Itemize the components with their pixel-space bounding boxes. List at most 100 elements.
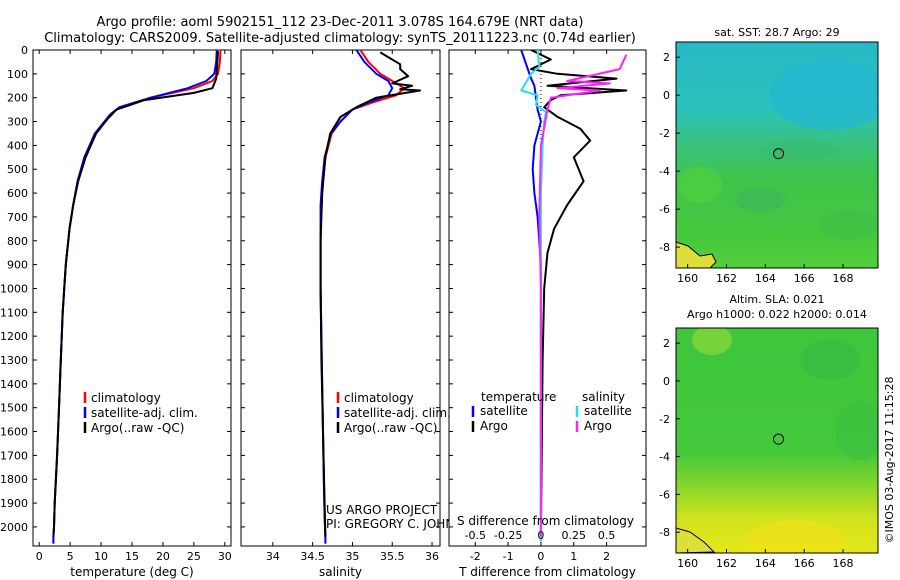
- x-tick-label-top: -0.25: [494, 529, 522, 542]
- y-tick-label: 0: [21, 44, 28, 57]
- map-x-tick-label: 168: [833, 272, 854, 285]
- sla-patch: [835, 400, 878, 460]
- x-tick-label: 25: [187, 550, 201, 563]
- legend-header: temperature: [481, 390, 556, 404]
- x-tick-label: 10: [94, 550, 108, 563]
- map-y-tick-label: -2: [659, 127, 670, 140]
- map-x-tick-label: 166: [794, 272, 815, 285]
- x-tick-label: 36: [425, 550, 439, 563]
- x-tick-label: -1: [503, 550, 514, 563]
- sla-map-title: Altim. SLA: 0.021: [729, 293, 824, 306]
- y-tick-label: 800: [7, 235, 28, 248]
- x-tick-label: 35: [345, 550, 359, 563]
- float-position-marker: [773, 433, 785, 445]
- map-x-tick-label: 168: [833, 557, 854, 570]
- series-group: [52, 50, 222, 544]
- y-tick-label: 500: [7, 163, 28, 176]
- plot-frame: [448, 49, 647, 547]
- sst-coast-land: [676, 241, 717, 268]
- salinity-panel: 34 34.5 35 35.5 36 salinity climatologysatelli…: [240, 49, 480, 579]
- legend-header: salinity: [582, 390, 625, 404]
- title-line-2: Climatology: CARS2009. Satellite-adjuste…: [44, 31, 636, 46]
- x-axis-label: T difference from climatology: [458, 565, 636, 579]
- y-tick-label: 1500: [0, 402, 28, 415]
- legend-label: satellite-adj. clim.: [344, 406, 451, 420]
- y-tick-label: 1600: [0, 426, 28, 439]
- sst-map-frame: [675, 41, 879, 269]
- x-tick-label: 0: [36, 550, 43, 563]
- title-line-1: Argo profile: aoml 5902151_112 23-Dec-20…: [97, 15, 584, 30]
- sst-patch: [678, 167, 722, 203]
- x-tick-label: 34: [266, 550, 280, 563]
- map-y-tick-label: 0: [663, 89, 670, 102]
- map-x-tick-label: 162: [716, 272, 737, 285]
- y-tick-label: 900: [7, 259, 28, 272]
- y-tick-label: 600: [7, 187, 28, 200]
- watermark: ©IMOS 03-Aug-2017 11:15:28: [883, 377, 896, 544]
- sst-map: sat. SST: 28.7 Argo: 29 160 162 164 166 168 2…: [659, 26, 879, 285]
- map-x-tick-label: 160: [677, 557, 698, 570]
- plot-frame: [32, 49, 232, 547]
- series-line-s-argo: [538, 54, 628, 537]
- map-y-tick-label: -8: [659, 526, 670, 539]
- y-tick-label: 100: [7, 68, 28, 81]
- sst-map-title: sat. SST: 28.7 Argo: 29: [714, 26, 839, 39]
- y-tick-label: 2000: [0, 521, 28, 534]
- sst-warm-patch: [770, 60, 878, 130]
- legend-label: climatology: [344, 391, 414, 405]
- y-tick-label: 1000: [0, 282, 28, 295]
- map-y-tick-label: 0: [663, 375, 670, 388]
- sla-patch: [800, 340, 860, 380]
- project-annotation: US ARGO PROJECT: [326, 503, 438, 517]
- series-line-argo-raw-qc-: [319, 51, 422, 537]
- x-axis-label-top: S difference from climatology: [457, 514, 634, 528]
- legend-label: satellite: [480, 404, 528, 418]
- map-x-tick-label: 162: [716, 557, 737, 570]
- map-x-tick-label: 164: [755, 272, 776, 285]
- legend-label: satellite-adj. clim.: [91, 406, 198, 420]
- x-tick-label-top: 0.5: [598, 529, 616, 542]
- sst-patch: [820, 210, 878, 240]
- series-line-s-satellite: [520, 50, 547, 542]
- map-y-tick-label: -2: [659, 413, 670, 426]
- pi-annotation: PI: GREGORY C. JOHNSON: [326, 517, 480, 531]
- y-tick-label: 1700: [0, 449, 28, 462]
- series-group: [319, 50, 422, 544]
- sla-map-subtitle: Argo h1000: 0.022 h2000: 0.014: [687, 308, 867, 321]
- x-tick-label-top: 0: [537, 529, 544, 542]
- sla-map: Altim. SLA: 0.021 Argo h1000: 0.022 h200…: [659, 293, 879, 570]
- legend-label: Argo: [584, 419, 612, 433]
- series-group: [520, 50, 628, 542]
- x-tick-label: 5: [67, 550, 74, 563]
- sla-patch: [692, 328, 732, 355]
- x-tick-label-top: -0.5: [465, 529, 486, 542]
- series-line-argo-raw-qc-: [52, 51, 219, 537]
- map-y-tick-label: -4: [659, 451, 670, 464]
- x-tick-label: 2: [603, 550, 610, 563]
- map-y-tick-label: -8: [659, 241, 670, 254]
- map-x-tick-label: 166: [794, 557, 815, 570]
- x-tick-label: 1: [570, 550, 577, 563]
- y-tick-label: 1800: [0, 473, 28, 486]
- series-line-t-argo: [530, 50, 628, 537]
- sla-map-frame: [675, 327, 879, 554]
- x-tick-label-top: 0.25: [562, 529, 587, 542]
- y-tick-label: 400: [7, 139, 28, 152]
- y-tick-label: 700: [7, 211, 28, 224]
- sla-coast-land: [676, 527, 716, 553]
- y-tick-label: 1100: [0, 306, 28, 319]
- temperature-panel: 0100200300400500600700800900100011001200…: [0, 44, 232, 579]
- legend-label: Argo(..raw -QC): [91, 421, 184, 435]
- map-x-tick-label: 160: [677, 272, 698, 285]
- map-y-tick-label: 2: [663, 51, 670, 64]
- map-y-tick-label: 2: [663, 337, 670, 350]
- y-tick-label: 1400: [0, 378, 28, 391]
- map-x-tick-label: 164: [755, 557, 776, 570]
- legend-label: climatology: [91, 391, 161, 405]
- x-tick-label: 15: [125, 550, 139, 563]
- x-tick-label: 20: [156, 550, 170, 563]
- float-position-marker: [773, 148, 785, 160]
- x-tick-label: -2: [470, 550, 481, 563]
- sst-patch: [735, 188, 785, 212]
